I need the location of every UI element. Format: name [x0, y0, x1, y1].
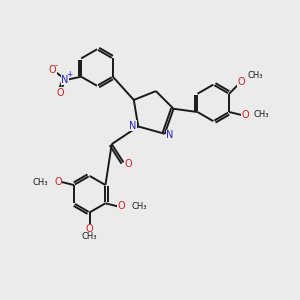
Text: O: O	[241, 110, 249, 120]
Text: O: O	[86, 224, 94, 234]
Text: O: O	[124, 159, 132, 169]
Text: O: O	[237, 77, 245, 87]
Text: O: O	[118, 201, 125, 211]
Text: CH₃: CH₃	[82, 232, 98, 242]
Text: CH₃: CH₃	[131, 202, 147, 211]
Text: O: O	[57, 88, 64, 98]
Text: N: N	[166, 130, 174, 140]
Text: CH₃: CH₃	[248, 71, 263, 80]
Text: O: O	[49, 65, 56, 75]
Text: +: +	[66, 70, 73, 80]
Text: N: N	[129, 121, 137, 131]
Text: CH₃: CH₃	[253, 110, 269, 119]
Text: -: -	[55, 61, 58, 70]
Text: N: N	[61, 75, 69, 85]
Text: CH₃: CH₃	[32, 178, 48, 187]
Text: O: O	[54, 177, 62, 187]
